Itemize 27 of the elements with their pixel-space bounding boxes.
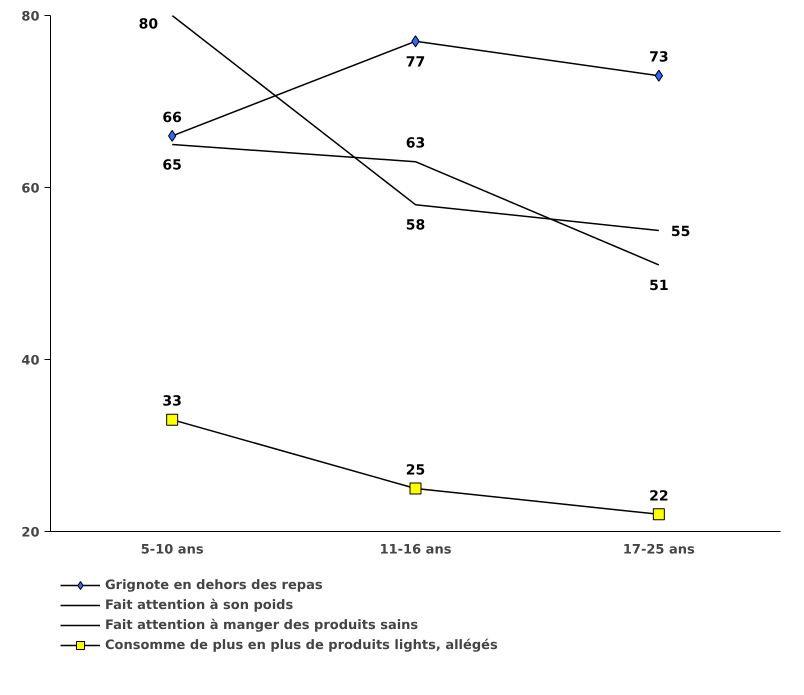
data-label: 25 bbox=[406, 462, 426, 478]
legend-label: Fait attention à manger des produits sains bbox=[105, 618, 418, 632]
point bbox=[652, 508, 665, 520]
y-tick-label: 40 bbox=[21, 354, 40, 368]
y-tick-label: 20 bbox=[21, 526, 40, 540]
data-label: 55 bbox=[670, 224, 690, 240]
x-tick-label: 17-25 ans bbox=[622, 542, 696, 558]
data-label: 33 bbox=[162, 394, 182, 410]
x-tick-label: 11-16 ans bbox=[380, 542, 452, 558]
point bbox=[411, 35, 420, 48]
point bbox=[166, 414, 178, 426]
y-tick-label: 60 bbox=[21, 182, 40, 196]
data-label: 66 bbox=[162, 110, 182, 126]
legend-label: Consomme de plus en plus de produits lights, allégés bbox=[105, 638, 498, 652]
data-label: 77 bbox=[406, 54, 426, 70]
data-label: 63 bbox=[406, 136, 426, 152]
data-label: 58 bbox=[406, 218, 426, 234]
y-tick-label: 80 bbox=[21, 10, 40, 24]
point bbox=[410, 482, 422, 494]
legend-label: Grignote en dehors des repas bbox=[105, 578, 323, 592]
data-label: 22 bbox=[649, 488, 669, 504]
data-label: 65 bbox=[162, 158, 182, 174]
data-label: 73 bbox=[649, 50, 669, 66]
x-tick-label: 5-10 ans bbox=[140, 542, 204, 558]
data-label: 51 bbox=[649, 278, 669, 294]
data-label: 80 bbox=[138, 16, 158, 32]
legend-label: Fait attention à son poids bbox=[105, 598, 294, 612]
